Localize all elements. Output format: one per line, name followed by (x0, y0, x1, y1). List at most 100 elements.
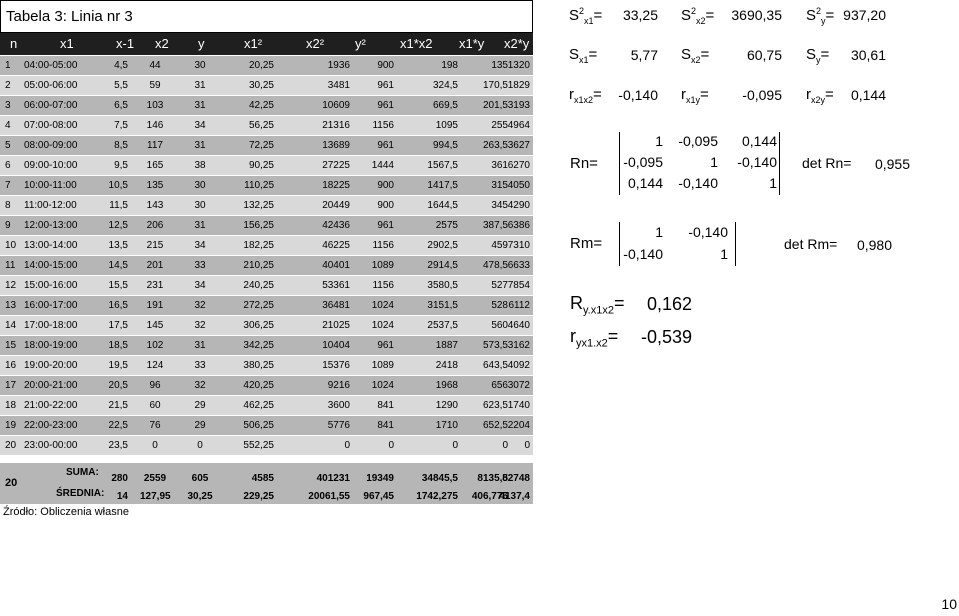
rn-cell: 1 (769, 175, 777, 191)
table-cell: 2575 (435, 220, 458, 231)
table-cell: 198 (441, 60, 458, 71)
table-cell: 27225 (322, 160, 350, 171)
table-cell: 900 (377, 60, 394, 71)
table-cell: 18,5 (108, 340, 128, 351)
table-cell: 3151,5 (427, 300, 458, 311)
corr-x1x2-value: -0,140 (618, 87, 658, 103)
table-cell: 30 (194, 60, 206, 71)
det-rn-label: det Rn= (802, 155, 852, 171)
table-cell: 1887 (435, 340, 458, 351)
sd-y: Sy= (806, 46, 830, 65)
table-cell: 6270 (507, 160, 530, 171)
suma-cell: 401231 (316, 473, 350, 484)
column-header: y (198, 36, 205, 51)
table-cell: 76 (149, 420, 161, 431)
table-cell: 20449 (322, 200, 350, 211)
table-cell: 900 (377, 180, 394, 191)
table-cell: 14 (5, 320, 17, 331)
table-row: 10 13:00-14:00 13,5 215 34 182,25 46225 1156 290… (0, 236, 533, 255)
srednia-cell: 406,775 (471, 491, 508, 502)
rn-cell: -0,140 (678, 175, 718, 191)
table-cell: 11,5 (109, 200, 128, 211)
table-cell: 07:00-08:00 (24, 120, 78, 131)
table-cell: 324,5 (432, 80, 458, 91)
partial-corr: ryx1.x2= (570, 326, 619, 350)
corr-x2y-value: 0,144 (850, 87, 886, 103)
table-row: 13 16:00-17:00 16,5 191 32 272,25 36481 1024 315… (0, 296, 533, 315)
table-cell: 165 (146, 160, 164, 171)
table-cell: 6,5 (114, 100, 128, 111)
table-cell: 3600 (327, 400, 350, 411)
table-cell: 0 (452, 440, 458, 451)
table-row: 16 19:00-20:00 19,5 124 33 380,25 15376 1089 241… (0, 356, 533, 375)
rn-cell: -0,140 (737, 154, 777, 170)
table-cell: 994,5 (432, 140, 458, 151)
table-row: 19 22:00-23:00 22,5 76 29 506,25 5776 841 1710 65… (0, 416, 533, 435)
table-cell: 8 (5, 200, 11, 211)
table-cell: 103 (146, 100, 164, 111)
table-cell: 23:00-00:00 (24, 440, 78, 451)
table-cell: 10:00-11:00 (24, 180, 77, 191)
table-cell: 1156 (372, 240, 394, 251)
table-cell: 31 (194, 140, 206, 151)
table-cell: 14,5 (108, 260, 128, 271)
table-cell: 5776 (327, 420, 350, 431)
table-cell: 462,25 (243, 400, 274, 411)
table-cell: 04:00-05:00 (24, 60, 78, 71)
table-cell: 60 (149, 400, 161, 411)
table-cell: 7,5 (114, 120, 128, 131)
table-cell: 573,5 (482, 340, 508, 351)
table-cell: 3 (5, 100, 11, 111)
column-header: x2 (155, 36, 169, 51)
table-cell: 2 (5, 80, 11, 91)
table-cell: 31 (194, 100, 206, 111)
var-x1: S2x1= (569, 6, 603, 26)
rn-cell: -0,095 (623, 154, 663, 170)
table-cell: 7310 (507, 240, 530, 251)
table-cell: 05:00-06:00 (24, 80, 78, 91)
table-cell: 2418 (435, 360, 458, 371)
table-cell: 4,5 (114, 60, 128, 71)
table-cell: 10404 (322, 340, 350, 351)
table-cell: 13 (5, 300, 17, 311)
table-cell: 7 (5, 180, 11, 191)
table-cell: 30 (194, 200, 206, 211)
column-header: x2² (306, 36, 325, 51)
table-cell: 10 (5, 240, 17, 251)
table-cell: 1024 (371, 300, 394, 311)
table-cell: 4290 (507, 200, 530, 211)
table-cell: 31 (194, 340, 206, 351)
table-cell: 1567,5 (427, 160, 458, 171)
var-x1-value: 33,25 (622, 7, 658, 23)
table-cell: 21316 (322, 120, 350, 131)
det-rm-label: det Rm= (784, 236, 838, 252)
table-cell: 59 (149, 80, 161, 91)
srednia-cell: 14 (116, 491, 128, 502)
table-cell: 4092 (507, 360, 530, 371)
det-rm-value: 0,980 (856, 237, 892, 253)
table-cell: 22:00-23:00 (24, 420, 78, 431)
table-row: 2 05:00-06:00 5,5 59 31 30,25 3481 961 324,5 170,… (0, 76, 533, 95)
table-cell: 841 (377, 400, 394, 411)
table-cell: 6 (5, 160, 11, 171)
table-row: 11 14:00-15:00 14,5 201 33 210,25 40401 1089 291… (0, 256, 533, 275)
sd-x2-value: 60,75 (746, 47, 782, 63)
table-cell: 478,5 (482, 260, 508, 271)
table-cell: 18 (5, 400, 17, 411)
table-cell: 669,5 (432, 100, 458, 111)
table-row: 8 11:00-12:00 11,5 143 30 132,25 20449 900 1644,… (0, 196, 533, 215)
table-cell: 8,5 (114, 140, 128, 151)
partial-corr-value: -0,539 (640, 327, 692, 347)
table-cell: 345 (491, 200, 508, 211)
corr-x1x2: rx1x2= (569, 86, 602, 105)
table-cell: 19 (5, 420, 17, 431)
table-cell: 1095 (435, 120, 458, 131)
table-cell: 156,25 (243, 220, 274, 231)
sd-y-value: 30,61 (850, 47, 886, 63)
table-cell: 21025 (322, 320, 350, 331)
table-cell: 46225 (322, 240, 350, 251)
table-cell: 15376 (322, 360, 350, 371)
table-cell: 9216 (327, 380, 350, 391)
rm-label: Rm= (570, 235, 603, 252)
table-cell: 135 (146, 180, 164, 191)
